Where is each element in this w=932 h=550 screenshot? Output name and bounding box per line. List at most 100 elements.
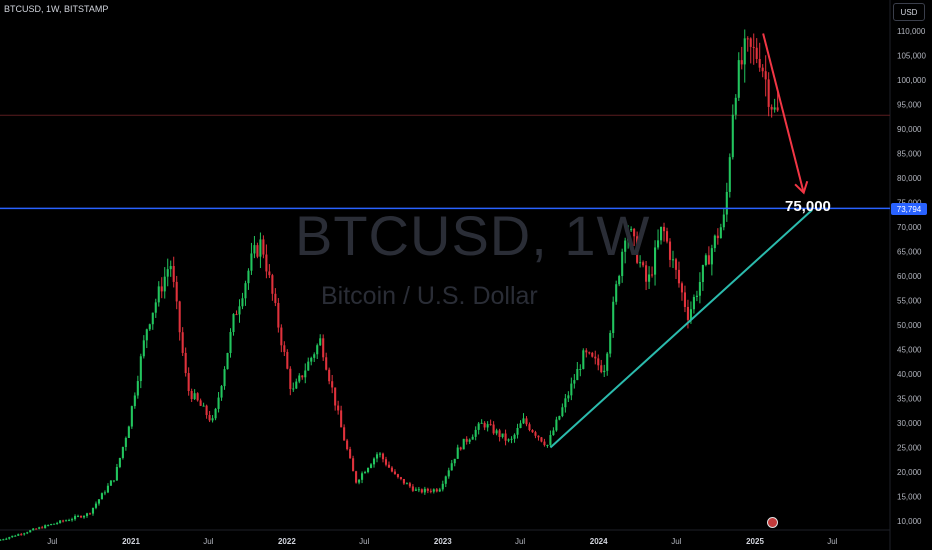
candle-body xyxy=(764,71,767,80)
candle-body xyxy=(501,433,504,437)
candle-body xyxy=(618,276,621,285)
candle-body xyxy=(190,390,193,400)
candle-body xyxy=(220,386,223,398)
candle-body xyxy=(695,295,698,297)
event-flag-icon[interactable] xyxy=(767,517,778,528)
candle-body xyxy=(355,471,358,483)
candle-body xyxy=(746,38,749,40)
candle-body xyxy=(340,410,343,428)
candle-body xyxy=(543,441,546,446)
y-tick-label: 30,000 xyxy=(897,419,922,428)
candle-body xyxy=(662,226,666,232)
candle-body xyxy=(103,492,106,494)
y-tick-label: 105,000 xyxy=(897,52,926,61)
candle-body xyxy=(23,533,26,535)
candle-body xyxy=(184,352,187,374)
candle-body xyxy=(5,538,8,540)
candle-body xyxy=(674,259,678,270)
candle-body xyxy=(471,436,474,440)
x-tick-label: Jul xyxy=(671,537,681,546)
candle-body xyxy=(328,369,331,382)
candle-body xyxy=(579,368,582,370)
candle-body xyxy=(561,407,564,417)
candle-body xyxy=(651,274,654,276)
candle-body xyxy=(372,458,376,465)
y-tick-label: 20,000 xyxy=(897,468,922,477)
candle-body xyxy=(408,483,411,487)
candle-body xyxy=(504,433,507,441)
candle-body xyxy=(139,356,142,382)
y-tick-label: 100,000 xyxy=(897,76,926,85)
candle-body xyxy=(94,503,98,508)
candle-body xyxy=(14,535,17,537)
target-annotation-label[interactable]: 75,000 xyxy=(785,198,831,215)
candle-body xyxy=(597,358,600,366)
candle-body xyxy=(507,439,510,441)
candle-body xyxy=(100,493,104,500)
candle-body xyxy=(366,467,370,473)
candle-body xyxy=(639,262,642,264)
candle-body xyxy=(0,539,2,541)
candle-body xyxy=(26,532,29,534)
candle-body xyxy=(462,438,465,450)
y-tick-label: 80,000 xyxy=(897,174,922,183)
candle-body xyxy=(292,388,295,390)
candle-body xyxy=(630,228,633,231)
candle-body xyxy=(238,306,241,315)
candle-body xyxy=(546,444,549,446)
candle-body xyxy=(680,283,684,293)
candle-body xyxy=(555,419,558,431)
candle-body xyxy=(381,453,385,460)
candle-body xyxy=(486,424,489,428)
y-tick-label: 55,000 xyxy=(897,297,922,306)
candle-body xyxy=(8,537,11,539)
candle-body xyxy=(483,422,486,428)
candle-body xyxy=(11,535,14,538)
y-tick-label: 90,000 xyxy=(897,125,922,134)
candle-body xyxy=(722,214,725,228)
candle-body xyxy=(719,227,722,239)
candle-body xyxy=(53,523,56,525)
candle-body xyxy=(62,520,65,522)
candle-body xyxy=(642,262,645,266)
candle-body xyxy=(196,393,199,401)
candle-body xyxy=(91,507,95,514)
candle-body xyxy=(44,525,47,529)
candle-body xyxy=(88,513,92,515)
candle-body xyxy=(752,46,755,48)
candle-body xyxy=(447,470,450,477)
candle-body xyxy=(701,265,704,282)
candle-body xyxy=(223,369,226,387)
candle-body xyxy=(109,480,112,486)
candle-body xyxy=(552,430,555,436)
trend-line xyxy=(549,209,813,449)
candle-body xyxy=(480,422,483,424)
candle-body xyxy=(591,352,594,357)
y-tick-label: 15,000 xyxy=(897,493,922,502)
candle-body xyxy=(250,253,253,271)
candle-body xyxy=(585,350,588,353)
candle-body xyxy=(133,395,136,407)
candle-body xyxy=(734,97,737,115)
symbol-header: BTCUSD, 1W, BITSTAMP xyxy=(4,4,109,14)
candle-body xyxy=(713,235,716,249)
y-tick-label: 10,000 xyxy=(897,517,922,526)
candle-body xyxy=(387,464,391,468)
candle-body xyxy=(229,332,232,353)
candle-body xyxy=(411,486,414,491)
candle-body xyxy=(767,79,770,107)
candle-body xyxy=(737,60,740,98)
candle-body xyxy=(459,447,462,450)
candle-body xyxy=(516,428,519,435)
candle-body xyxy=(677,269,681,284)
candle-body xyxy=(573,380,576,384)
candle-body xyxy=(295,381,298,389)
candle-body xyxy=(124,437,127,447)
candle-body xyxy=(465,438,468,442)
candle-body xyxy=(725,191,728,215)
candle-body xyxy=(453,458,456,464)
candle-body xyxy=(29,530,32,533)
currency-button[interactable]: USD xyxy=(893,3,925,21)
candle-body xyxy=(665,231,669,242)
